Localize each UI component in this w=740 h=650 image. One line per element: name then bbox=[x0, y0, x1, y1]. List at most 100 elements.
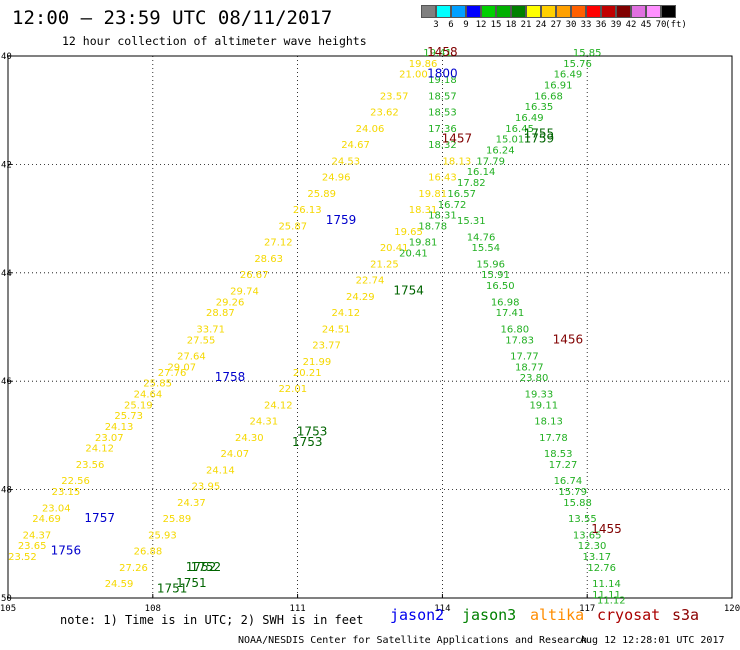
wave-height-label: 22.01 bbox=[278, 384, 307, 395]
wave-height-label: 16.74 bbox=[554, 476, 583, 487]
wave-height-label: 17.36 bbox=[428, 124, 457, 135]
wave-height-label: 18.31 bbox=[409, 205, 438, 216]
scale-label: 30 bbox=[565, 20, 577, 30]
wave-height-label: 20.21 bbox=[293, 368, 322, 379]
wave-height-label: 20.41 bbox=[399, 249, 428, 260]
wave-height-label: 16.68 bbox=[534, 91, 563, 102]
y-tick-label: 50 bbox=[1, 594, 12, 604]
wave-height-label: 19.81 bbox=[418, 189, 447, 200]
wave-height-label: 14.76 bbox=[467, 232, 496, 243]
pass-time-label: 1755 bbox=[524, 126, 555, 140]
wave-height-label: 15.76 bbox=[563, 59, 592, 70]
wave-height-label: 13.55 bbox=[568, 514, 597, 525]
wave-height-label: 29.26 bbox=[216, 297, 245, 308]
wave-height-label: 29.74 bbox=[230, 286, 259, 297]
scale-unit: (ft) bbox=[665, 20, 687, 30]
wave-height-label: 27.26 bbox=[119, 563, 148, 574]
wave-height-label: 23.07 bbox=[95, 433, 124, 444]
scale-label: 45 bbox=[640, 20, 652, 30]
wave-height-label: 23.95 bbox=[192, 482, 221, 493]
wave-height-label: 24.67 bbox=[341, 140, 370, 151]
generated-timestamp: Aug 12 12:28:01 UTC 2017 bbox=[580, 635, 725, 646]
scale-label: 39 bbox=[610, 20, 622, 30]
wave-height-label: 27.64 bbox=[177, 352, 206, 363]
wave-height-label: 17.79 bbox=[476, 156, 505, 167]
wave-height-label: 17.27 bbox=[549, 460, 578, 471]
wave-height-label: 24.37 bbox=[23, 530, 52, 541]
scale-swatch bbox=[481, 5, 496, 18]
x-tick-label: 120 bbox=[724, 604, 740, 614]
wave-height-label: 20.41 bbox=[380, 243, 409, 254]
wave-height-label: 16.49 bbox=[515, 113, 544, 124]
pass-time-label: 1751 bbox=[176, 576, 207, 590]
wave-height-label: 17.78 bbox=[539, 433, 568, 444]
x-tick-label: 111 bbox=[289, 604, 305, 614]
wave-height-label: 16.98 bbox=[491, 297, 520, 308]
x-tick-label: 114 bbox=[434, 604, 450, 614]
wave-height-label: 23.15 bbox=[52, 487, 81, 498]
wave-height-label: 24.13 bbox=[105, 422, 134, 433]
wave-height-label: 25.19 bbox=[124, 400, 153, 411]
pass-time-label: 1753 bbox=[292, 435, 323, 449]
page-title: 12:00 — 23:59 UTC 08/11/2017 bbox=[12, 7, 333, 29]
wave-height-label: 24.07 bbox=[221, 449, 250, 460]
wave-height-label: 24.69 bbox=[32, 514, 61, 525]
pass-time-label: 1759 bbox=[524, 132, 555, 146]
wave-height-label: 24.06 bbox=[356, 124, 385, 135]
pass-time-label: 1758 bbox=[215, 370, 246, 384]
wave-height-label: 29.07 bbox=[167, 362, 196, 373]
wave-height-label: 24.37 bbox=[177, 498, 206, 509]
scale-swatch bbox=[541, 5, 556, 18]
wave-height-label: 23.52 bbox=[8, 552, 37, 563]
wave-height-label: 24.51 bbox=[322, 324, 351, 335]
scale-swatch bbox=[496, 5, 511, 18]
pass-time-label: 1800 bbox=[427, 67, 458, 81]
wave-height-label: 19.33 bbox=[525, 389, 554, 400]
scale-swatch bbox=[436, 5, 451, 18]
wave-height-label: 16.45 bbox=[505, 124, 534, 135]
scale-swatch bbox=[631, 5, 646, 18]
wave-height-label: 23.77 bbox=[312, 341, 341, 352]
wave-height-label: 19.18 bbox=[428, 75, 457, 86]
wave-height-label: 25.85 bbox=[143, 379, 172, 390]
pass-time-label: 1759 bbox=[326, 213, 357, 227]
wave-height-label: 24.31 bbox=[249, 417, 278, 428]
credit-text: NOAA/NESDIS Center for Satellite Applica… bbox=[238, 635, 588, 646]
wave-height-label: 16.14 bbox=[467, 167, 496, 178]
y-tick-label: 40 bbox=[1, 52, 12, 62]
scale-label: 36 bbox=[595, 20, 607, 30]
wave-height-label: 23.57 bbox=[380, 91, 409, 102]
wave-height-label: 19.41 bbox=[423, 48, 452, 59]
wave-height-label: 18.53 bbox=[428, 108, 457, 119]
y-tick-label: 42 bbox=[1, 160, 12, 170]
wave-height-label: 23.56 bbox=[76, 460, 105, 471]
wave-height-label: 16.80 bbox=[500, 324, 529, 335]
wave-height-label: 24.14 bbox=[206, 465, 235, 476]
satellite-legend-altika: altika bbox=[530, 606, 585, 624]
scale-swatch bbox=[586, 5, 601, 18]
wave-height-label: 22.74 bbox=[356, 276, 385, 287]
footer-note: note: 1) Time is in UTC; 2) SWH is in fe… bbox=[60, 613, 364, 627]
wave-height-label: 16.72 bbox=[438, 200, 467, 211]
wave-height-label: 18.31 bbox=[428, 211, 457, 222]
pass-time-label: 1457 bbox=[442, 132, 473, 146]
scale-label: 42 bbox=[625, 20, 637, 30]
wave-height-label: 13.65 bbox=[573, 530, 602, 541]
wave-height-label: 11.11 bbox=[592, 590, 621, 601]
pass-time-label: 1752 bbox=[191, 560, 222, 574]
wave-height-label: 25.73 bbox=[114, 411, 143, 422]
wave-height-label: 21.00 bbox=[399, 70, 428, 81]
x-tick-label: 108 bbox=[145, 604, 161, 614]
pass-time-label: 1456 bbox=[553, 332, 584, 346]
wave-height-label: 27.55 bbox=[187, 335, 216, 346]
scale-label: 24 bbox=[535, 20, 547, 30]
pass-time-label: 1752 bbox=[186, 560, 217, 574]
satellite-legend-jason3: jason3 bbox=[462, 606, 517, 624]
scale-label: 21 bbox=[520, 20, 532, 30]
wave-height-label: 25.93 bbox=[148, 530, 177, 541]
scale-label: 33 bbox=[580, 20, 592, 30]
wave-height-label: 16.49 bbox=[554, 70, 583, 81]
scale-label: 9 bbox=[463, 20, 469, 30]
wave-height-label: 19.81 bbox=[409, 238, 438, 249]
